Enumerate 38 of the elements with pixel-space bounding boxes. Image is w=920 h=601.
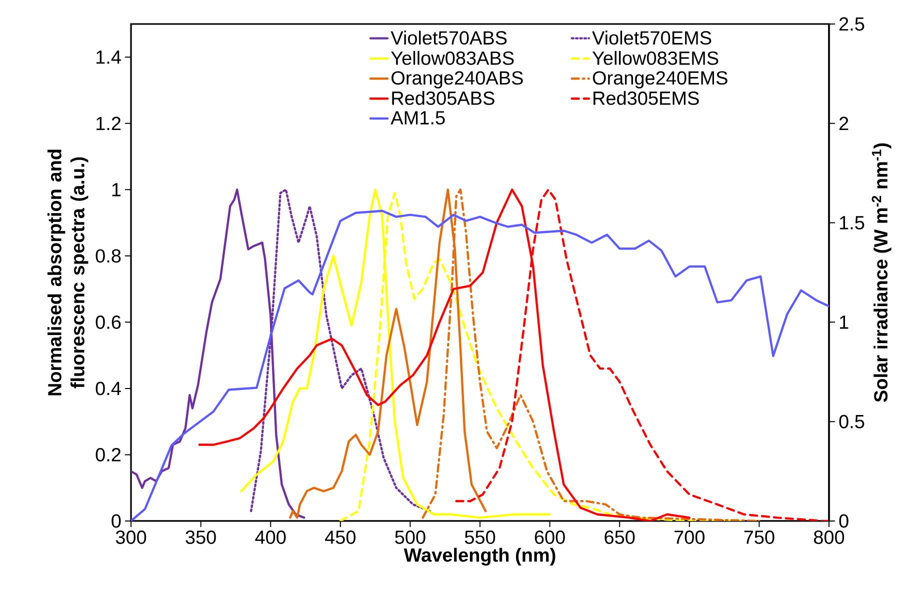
- x-tick-label: 500: [395, 530, 426, 544]
- x-tick-label: 750: [744, 530, 774, 544]
- y2-tick-label: 2.5: [839, 17, 864, 31]
- legend-label: Orange240ABS: [392, 71, 523, 88]
- legend-label: Red305ABS: [392, 90, 494, 105]
- x-tick-label: 700: [674, 530, 704, 544]
- y2-tick-label: 0.5: [839, 414, 864, 428]
- y2-tick-label: 2: [839, 116, 848, 130]
- x-axis-title: Wavelength (nm): [404, 548, 556, 566]
- y-tick-label: 1.2: [96, 116, 121, 130]
- y-tick-label: 1.4: [96, 50, 121, 64]
- y2-tick-label: 0: [839, 514, 848, 528]
- legend-label: Yellow083ABS: [391, 50, 514, 65]
- x-tick-label: 600: [534, 530, 565, 544]
- legend-label: Violet570EMS: [592, 30, 712, 45]
- y2-axis-title: Solar irradiance (W m$^{-2}$ nm$^{-1}$): [872, 143, 892, 402]
- y-tick-label: 0.4: [96, 382, 121, 396]
- x-tick-label: 300: [116, 530, 146, 544]
- x-tick-label: 400: [255, 530, 286, 544]
- y-tick-label: 0.2: [96, 448, 121, 462]
- x-tick-label: 650: [604, 530, 635, 544]
- y-tick-label: 0.8: [96, 249, 121, 263]
- x-tick-label: 800: [814, 530, 844, 544]
- y2-tick-label: 1: [840, 316, 848, 329]
- y-tick-label: 1: [112, 183, 121, 196]
- x-tick-label: 550: [464, 530, 496, 544]
- x-tick-label: 450: [324, 530, 356, 544]
- legend-label: AM1.5: [390, 111, 445, 125]
- y-tick-label: 0.6: [96, 315, 121, 329]
- y2-tick-label: 1.5: [840, 216, 864, 230]
- line-series: [131, 210, 829, 521]
- legend-label: Orange240EMS: [592, 71, 728, 88]
- x-tick-label: 350: [186, 530, 216, 544]
- y-axis-title: Normalised absorption and fluorescenc spectra (a.u.): [47, 150, 88, 396]
- legend-label: Red305EMS: [594, 90, 699, 105]
- legend-label: Yellow083EMS: [592, 50, 718, 65]
- legend-label: Violet570ABS: [390, 30, 507, 45]
- y-tick-label: 0: [112, 514, 121, 528]
